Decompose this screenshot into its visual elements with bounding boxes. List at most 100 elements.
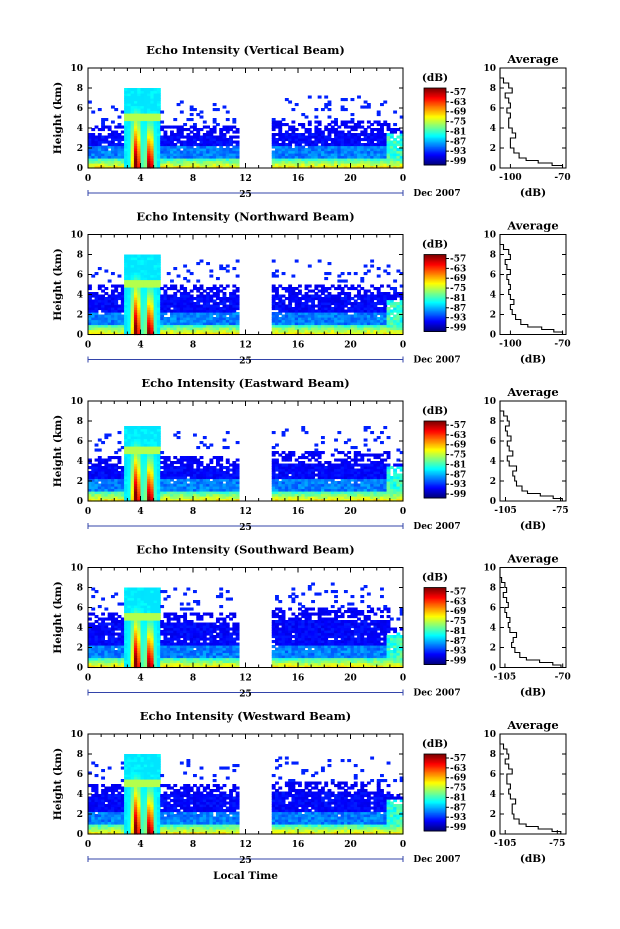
heatmap-cell — [232, 155, 237, 159]
heatmap-cell — [320, 473, 325, 477]
heatmap-cell — [219, 478, 224, 482]
heatmap-cell — [130, 428, 135, 432]
heatmap-cell — [104, 483, 109, 487]
heatmap-cell — [320, 476, 325, 480]
heatmap-cell — [301, 428, 306, 432]
heatmap-cell — [301, 135, 306, 139]
heatmap-cell — [202, 476, 207, 480]
heatmap-cell — [363, 155, 368, 159]
heatmap-cell — [376, 155, 381, 159]
heatmap-cell — [156, 314, 161, 318]
heatmap-cell — [232, 160, 237, 164]
heatmap-cell — [163, 284, 168, 288]
heatmap-cell — [370, 140, 375, 144]
heatmap-cell — [363, 163, 368, 167]
heatmap-cell — [298, 324, 302, 328]
heatmap-cell — [179, 302, 184, 306]
heatmap-cell — [343, 299, 348, 303]
heatmap-cell — [311, 463, 316, 467]
heatmap-cell — [124, 153, 128, 157]
heatmap-cell — [327, 314, 332, 318]
heatmap-cell — [334, 491, 338, 495]
heatmap-cell — [173, 143, 178, 147]
heatmap-cell — [281, 314, 286, 318]
heatmap-cell — [357, 153, 361, 157]
heatmap-cell — [337, 135, 342, 139]
heatmap-cell — [360, 329, 365, 333]
heatmap-cell — [225, 130, 230, 134]
heatmap-cell — [133, 98, 138, 102]
heatmap-cell — [176, 304, 181, 308]
heatmap-cell — [94, 140, 99, 144]
heatmap-cell — [189, 491, 194, 495]
heatmap-cell — [133, 257, 138, 261]
heatmap-cell — [327, 307, 332, 311]
heatmap-cell — [199, 158, 204, 162]
heatmap-cell — [307, 143, 312, 147]
heatmap-cell — [383, 327, 388, 331]
heatmap-cell — [219, 493, 224, 497]
heatmap-cell — [130, 269, 135, 273]
heatmap-cell — [88, 143, 92, 147]
heatmap-cell — [91, 309, 96, 313]
heatmap-cell — [271, 133, 276, 137]
heatmap-cell — [193, 486, 197, 490]
heatmap-cell — [150, 120, 155, 124]
heatmap-cell — [278, 483, 283, 487]
heatmap-cell — [133, 299, 138, 303]
heatmap-cell — [337, 493, 342, 497]
heatmap-cell — [104, 299, 109, 303]
heatmap-cell — [94, 493, 99, 497]
heatmap-cell — [209, 488, 214, 492]
heatmap-cell — [147, 478, 151, 482]
heatmap-cell — [143, 324, 148, 328]
heatmap-cell — [294, 324, 299, 328]
heatmap-cell — [127, 108, 132, 112]
heatmap-cell — [215, 140, 220, 144]
heatmap-cell — [91, 488, 96, 492]
heatmap-cell — [140, 160, 145, 164]
heatmap-cell — [133, 163, 138, 167]
heatmap-cell — [147, 140, 151, 144]
heatmap-cell — [324, 466, 329, 470]
heatmap-cell — [117, 327, 122, 331]
colorbar-band — [424, 116, 446, 119]
heatmap-cell — [150, 90, 155, 94]
heatmap-cell — [133, 493, 138, 497]
heatmap-cell — [156, 481, 161, 485]
heatmap-cell — [353, 307, 358, 311]
heatmap-cell — [399, 322, 404, 326]
heatmap-cell — [176, 130, 181, 134]
heatmap-cell — [353, 324, 358, 328]
heatmap-cell — [156, 272, 161, 276]
heatmap-cell — [183, 488, 188, 492]
heatmap-cell — [143, 284, 148, 288]
heatmap-cell — [101, 123, 106, 127]
heatmap-cell — [337, 304, 342, 308]
heatmap-cell — [399, 319, 404, 323]
heatmap-cell — [334, 471, 338, 475]
heatmap-cell — [124, 88, 128, 92]
heatmap-cell — [101, 486, 106, 490]
heatmap-cell — [170, 312, 174, 316]
colorbar-band — [424, 293, 446, 295]
heatmap-cell — [179, 481, 184, 485]
heatmap-cell — [314, 468, 319, 472]
heatmap-cell — [153, 145, 158, 149]
heatmap-cell — [170, 461, 174, 465]
heatmap-cell — [291, 289, 296, 293]
heatmap-cell — [137, 163, 142, 167]
heatmap-cell — [130, 309, 135, 313]
heatmap-cell — [399, 150, 404, 154]
heatmap-cell — [101, 284, 106, 288]
heatmap-cell — [399, 145, 404, 149]
heatmap-cell — [189, 317, 194, 321]
heatmap-cell — [186, 294, 191, 298]
heatmap-cell — [124, 451, 128, 455]
heatmap-cell — [380, 148, 384, 152]
heatmap-cell — [376, 153, 381, 157]
heatmap-cell — [288, 163, 293, 167]
heatmap-cell — [193, 158, 197, 162]
heatmap-cell — [130, 100, 135, 104]
heatmap-cell — [186, 317, 191, 321]
